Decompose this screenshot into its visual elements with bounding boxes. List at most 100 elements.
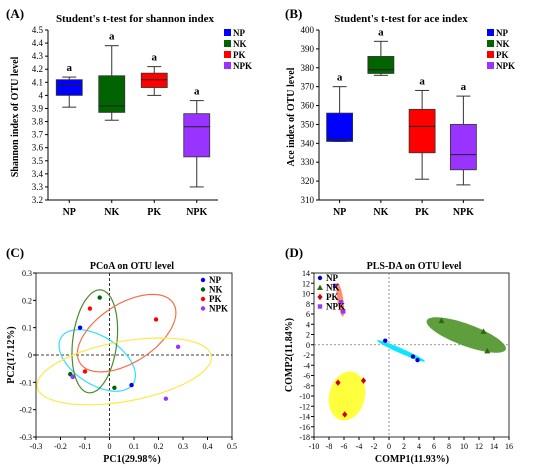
x-tick-label: 0.2 — [154, 442, 164, 451]
significance-label: a — [152, 52, 158, 64]
significance-label: a — [337, 72, 343, 84]
legend-marker-pk — [317, 293, 323, 301]
x-tick-label: 0.4 — [203, 442, 213, 451]
y-tick-label: 0.2 — [22, 296, 32, 305]
y-tick-label: -18 — [299, 433, 310, 442]
legend-swatch-nk — [487, 40, 494, 47]
legend-marker-pk — [200, 296, 206, 302]
x-tick-label: 0.5 — [227, 442, 237, 451]
significance-label: a — [378, 26, 384, 38]
y-tick-label: 0 — [306, 341, 310, 350]
x-tick-label: -4 — [356, 442, 363, 451]
legend-label: NK — [209, 285, 223, 295]
legend-marker-nk — [200, 287, 206, 292]
y-tick-label: 360 — [301, 101, 315, 111]
y-tick-label: -14 — [299, 413, 310, 422]
x-tick-label: 0 — [387, 442, 391, 451]
y-axis-label: COMP2(11.84%) — [284, 318, 295, 392]
legend-label: NP — [233, 28, 245, 38]
y-tick-label: 310 — [301, 195, 315, 205]
confidence-ellipse-nk — [426, 317, 506, 353]
y-tick-label: -10 — [299, 392, 310, 401]
panel-a: (A) Student's t-test for shannon index S… — [6, 6, 252, 218]
y-tick-label: 2 — [306, 331, 310, 340]
box-np — [55, 79, 83, 96]
legend-label: PK — [326, 292, 339, 302]
point-nk — [480, 328, 487, 334]
point-npk — [341, 309, 346, 314]
x-tick-label: NK — [104, 207, 119, 218]
box-nk — [98, 75, 126, 113]
x-tick-label: NP — [333, 207, 346, 218]
x-tick-label: -6 — [341, 442, 348, 451]
point-pk — [82, 369, 88, 374]
chart-title: PLS-DA on OTU level — [367, 261, 462, 272]
y-tick-label: 14 — [302, 269, 310, 278]
plot-area: -10 -8 -6 -4 -2 0 2 4 6 8 10 12 14 16-18-16-14-12-10-… — [299, 269, 513, 451]
point-npk — [70, 374, 75, 380]
chart-title: Student's t-test for ace index — [334, 13, 468, 25]
y-tick-label: -8 — [303, 382, 310, 391]
y-tick-label: 3.3 — [32, 182, 44, 192]
x-tick-label: NPK — [186, 207, 207, 218]
plot-area: 3.2 3.3 3.4 3.5 3.6 3.7 3.8 3.9 4 4.1 4.2 4.3 4.4 4.5… — [32, 25, 252, 218]
box-npk — [449, 124, 477, 171]
y-tick-label: 390 — [301, 44, 315, 54]
box-npk — [183, 113, 211, 158]
y-tick-label: 3.6 — [32, 143, 44, 153]
x-tick-label: -2 — [371, 442, 378, 451]
y-tick-label: 4.1 — [32, 77, 43, 87]
legend-label: NP — [496, 28, 508, 38]
x-axis-label: COMP1(11.93%) — [375, 454, 449, 465]
y-tick-label: 12 — [302, 279, 310, 288]
legend-swatch-np — [224, 29, 231, 36]
x-tick-label: 16 — [505, 442, 513, 451]
x-tick-label: 12 — [475, 442, 483, 451]
chart-title: PCoA on OTU level — [90, 261, 174, 272]
y-tick-label: 350 — [301, 119, 315, 129]
y-tick-label: 6 — [306, 310, 310, 319]
x-tick-label: 0.1 — [129, 442, 139, 451]
y-tick-label: 8 — [306, 300, 310, 309]
y-tick-label: 3.7 — [32, 130, 44, 140]
y-axis-label: Shannon index of OTU level — [10, 56, 21, 177]
x-tick-label: -0.1 — [79, 442, 92, 451]
legend-label: NP — [209, 275, 221, 285]
y-tick-label: 10 — [302, 290, 310, 299]
x-tick-label: 0 — [108, 442, 112, 451]
y-tick-label: 3.8 — [32, 117, 44, 127]
legend-marker-npk — [317, 304, 323, 309]
y-tick-label: -0.1 — [19, 378, 32, 387]
legend-label: PK — [496, 50, 509, 60]
legend-swatch-np — [487, 29, 494, 36]
legend-label: NPK — [233, 61, 252, 71]
point-npk — [332, 283, 338, 289]
y-tick-label: 370 — [301, 82, 315, 92]
legend-swatch-pk — [224, 51, 231, 58]
x-tick-label: -0.3 — [30, 442, 43, 451]
x-tick-label: 2 — [402, 442, 406, 451]
y-tick-label: 380 — [301, 63, 315, 73]
legend-marker-np — [317, 275, 323, 281]
point-np — [77, 325, 83, 330]
point-nk — [438, 317, 445, 324]
legend-swatch-npk — [487, 62, 494, 69]
point-pk — [87, 306, 93, 311]
x-tick-label: -0.2 — [54, 442, 67, 451]
significance-label: a — [109, 31, 115, 43]
y-tick-label: 4.3 — [32, 51, 44, 61]
x-tick-label: -8 — [326, 442, 333, 451]
y-tick-label: 330 — [301, 157, 315, 167]
panel-label: (A) — [6, 6, 24, 21]
panel-d: (D) PLS-DA on OTU level COMP1(11.93%) CO… — [284, 245, 513, 465]
y-tick-label: 3.2 — [32, 195, 43, 205]
legend-label: NK — [326, 283, 340, 293]
box-pk — [408, 108, 436, 154]
legend-marker-nk — [317, 284, 323, 290]
x-tick-label: 6 — [432, 442, 436, 451]
y-tick-label: 3.9 — [32, 103, 44, 113]
point-nk — [112, 385, 117, 390]
point-pk — [360, 377, 367, 384]
confidence-ellipse-npk — [36, 337, 212, 406]
